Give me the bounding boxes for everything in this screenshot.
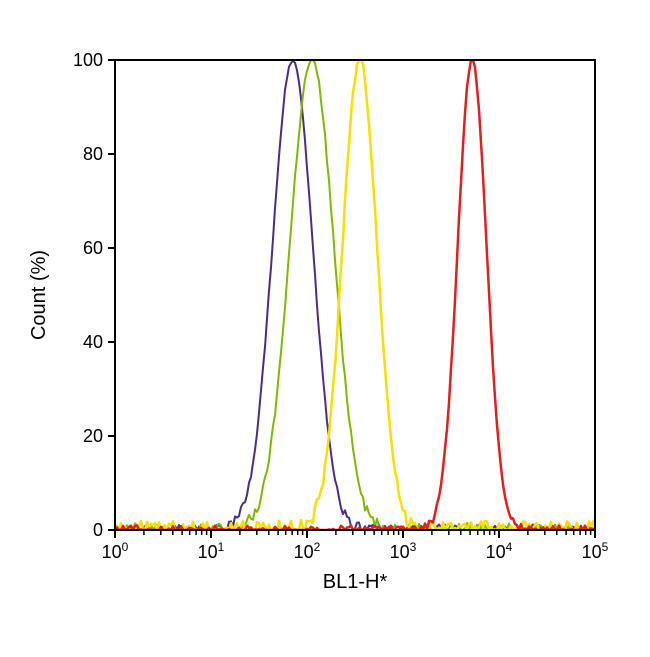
svg-text:0: 0 <box>93 520 103 540</box>
svg-text:20: 20 <box>83 426 103 446</box>
svg-text:100: 100 <box>102 540 129 562</box>
svg-text:100: 100 <box>73 50 103 70</box>
svg-text:60: 60 <box>83 238 103 258</box>
svg-text:Count (%): Count (%) <box>28 250 50 340</box>
flow-cytometry-chart: 0 20 40 60 80 100 100 101 102 103 104 105 Count (%) B… <box>0 0 650 657</box>
svg-text:80: 80 <box>83 144 103 164</box>
svg-text:40: 40 <box>83 332 103 352</box>
svg-text:101: 101 <box>198 540 225 562</box>
chart-svg: 0 20 40 60 80 100 100 101 102 103 104 105 Count (%) B… <box>0 0 650 657</box>
svg-text:102: 102 <box>294 540 321 562</box>
svg-text:104: 104 <box>486 540 513 562</box>
svg-text:105: 105 <box>582 540 609 562</box>
svg-text:BL1-H*: BL1-H* <box>323 571 388 593</box>
svg-text:103: 103 <box>390 540 417 562</box>
